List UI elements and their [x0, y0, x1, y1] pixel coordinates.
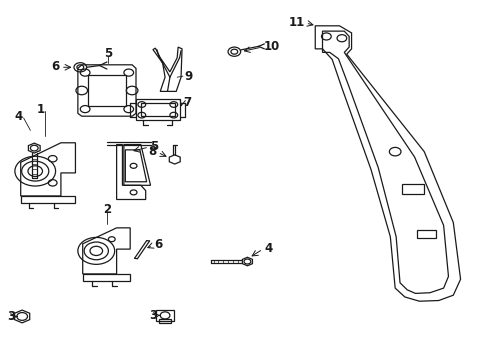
Bar: [88, 76, 126, 105]
Text: 1: 1: [36, 103, 45, 116]
Text: 11: 11: [289, 16, 305, 29]
Text: 2: 2: [103, 203, 111, 216]
Text: 7: 7: [183, 95, 191, 108]
Text: 6: 6: [154, 238, 163, 251]
Text: 8: 8: [148, 145, 157, 158]
Bar: [417, 230, 437, 238]
Text: 6: 6: [51, 60, 59, 73]
Text: 4: 4: [14, 110, 23, 123]
Text: 5: 5: [150, 140, 159, 153]
Bar: [156, 310, 174, 321]
Bar: [402, 184, 424, 194]
Text: 3: 3: [149, 309, 157, 322]
Text: 9: 9: [184, 69, 193, 83]
Bar: [141, 103, 175, 116]
Text: 10: 10: [264, 40, 280, 53]
Text: 3: 3: [7, 310, 15, 323]
Text: 4: 4: [265, 242, 272, 255]
Bar: [159, 319, 171, 323]
Text: 5: 5: [104, 47, 113, 60]
